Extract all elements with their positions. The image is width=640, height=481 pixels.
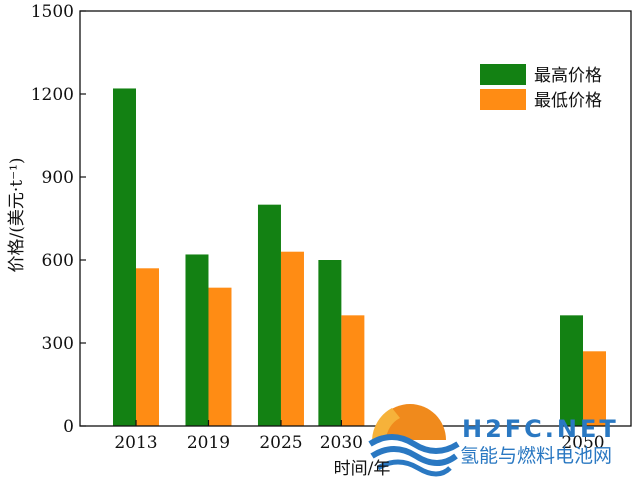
y-tick-label-0: 0 bbox=[63, 417, 74, 437]
bar-max-2050 bbox=[560, 315, 583, 426]
bar-min-2025 bbox=[280, 251, 304, 426]
x-tick-label-2025: 2025 bbox=[259, 433, 302, 453]
y-tick-label-1200: 1200 bbox=[31, 85, 74, 105]
axes-group bbox=[79, 10, 632, 427]
watermark-chinese: 氢能与燃料电池网 bbox=[460, 445, 612, 467]
y-axis-title: 价格/(美元·t⁻¹) bbox=[7, 157, 27, 272]
legend-swatch-max bbox=[480, 64, 526, 85]
legend-label-max: 最高价格 bbox=[534, 66, 602, 86]
x-axis-title: 时间/年 bbox=[334, 459, 391, 479]
x-tick-label-2050: 2050 bbox=[561, 433, 604, 453]
x-ticks-group: 2013 2019 2025 2030 2050 bbox=[114, 420, 605, 453]
x-tick-label-2019: 2019 bbox=[187, 433, 230, 453]
x-tick-label-2030: 2030 bbox=[320, 433, 363, 453]
watermark-logo-icon bbox=[368, 404, 460, 477]
plot-frame bbox=[79, 10, 632, 427]
x-tick-label-2013: 2013 bbox=[114, 433, 157, 453]
y-tick-label-600: 600 bbox=[42, 251, 74, 271]
legend-label-min: 最低价格 bbox=[534, 91, 602, 111]
watermark: H2FC.NET 氢能与燃料电池网 bbox=[368, 404, 619, 477]
bar-max-2019 bbox=[185, 254, 209, 426]
bars-group bbox=[113, 88, 606, 426]
bar-min-2050 bbox=[583, 351, 606, 426]
bar-min-2019 bbox=[208, 287, 232, 426]
y-ticks-group: 0 300 600 900 1200 1500 bbox=[31, 2, 86, 437]
bar-max-2030 bbox=[318, 260, 342, 426]
y-tick-label-300: 300 bbox=[42, 334, 74, 354]
legend-swatch-min bbox=[480, 89, 526, 110]
y-tick-label-1500: 1500 bbox=[31, 2, 74, 22]
watermark-latin: H2FC.NET bbox=[462, 415, 619, 443]
y-tick-label-900: 900 bbox=[42, 168, 74, 188]
bar-max-2013 bbox=[113, 88, 136, 426]
bar-max-2025 bbox=[257, 204, 281, 426]
bar-min-2030 bbox=[341, 315, 365, 426]
bar-min-2013 bbox=[136, 268, 159, 426]
